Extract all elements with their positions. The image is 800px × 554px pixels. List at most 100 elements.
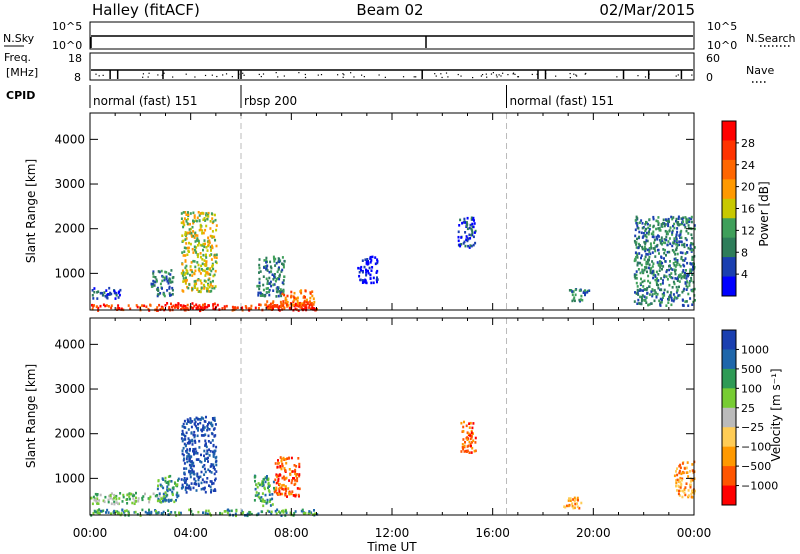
echo-cell — [685, 466, 688, 470]
echo-cell — [184, 259, 187, 262]
echo-cell — [653, 299, 656, 303]
echo-cell — [194, 240, 197, 243]
echo-cell — [204, 490, 207, 494]
nave-point — [441, 76, 443, 79]
echo-cell — [203, 259, 206, 262]
echo-cell — [211, 285, 214, 288]
echo-cell — [159, 499, 162, 503]
echo-cell — [588, 289, 591, 292]
echo-cell — [634, 274, 637, 277]
echo-cell — [652, 276, 655, 280]
echo-cell — [646, 248, 649, 252]
echo-cell — [156, 288, 159, 291]
echo-cell — [212, 307, 215, 310]
nave-point — [275, 72, 277, 74]
echo-cell — [659, 303, 662, 306]
echo-cell — [689, 483, 691, 487]
echo-cell — [468, 451, 471, 454]
echo-cell — [183, 308, 186, 311]
velocity-ytick-label: 2000 — [54, 427, 85, 441]
echo-cell — [687, 494, 690, 497]
echo-cell — [279, 288, 282, 291]
echo-cell — [272, 278, 275, 281]
echo-cell — [664, 241, 667, 245]
echo-cell — [148, 511, 150, 514]
echo-cell — [668, 283, 671, 287]
echo-cell — [370, 259, 373, 262]
echo-cell — [656, 283, 658, 287]
echo-cell — [193, 430, 196, 434]
echo-cell — [675, 470, 677, 473]
echo-cell — [197, 429, 199, 432]
echo-cell — [293, 483, 296, 486]
echo-cell — [187, 428, 190, 431]
x-axis-label: Time UT — [366, 540, 417, 554]
echo-cell — [186, 460, 189, 464]
echo-cell — [108, 286, 111, 290]
echo-cell — [169, 512, 172, 516]
echo-cell — [164, 476, 167, 480]
echo-cell — [690, 215, 693, 219]
echo-cell — [635, 241, 638, 244]
echo-cell — [658, 252, 660, 255]
echo-cell — [263, 500, 266, 503]
nave-point — [502, 72, 504, 74]
echo-cell — [689, 270, 692, 274]
echo-cell — [571, 504, 574, 508]
power-colorbar-tick-label: 12 — [741, 224, 755, 237]
echo-cell — [651, 271, 654, 275]
echo-cell — [273, 260, 276, 263]
echo-cell — [268, 290, 270, 294]
echo-cell — [643, 298, 646, 302]
echo-cell — [190, 471, 193, 474]
echo-cell — [202, 417, 205, 420]
echo-cell — [676, 252, 679, 256]
echo-cell — [253, 499, 256, 502]
echo-cell — [660, 239, 663, 242]
echo-cell — [189, 460, 192, 464]
echo-cell — [265, 287, 268, 290]
echo-cell — [645, 252, 648, 256]
echo-cell — [236, 306, 239, 309]
nave-point — [350, 72, 352, 74]
echo-cell — [469, 421, 472, 425]
echo-cell — [200, 264, 203, 268]
echo-cell — [271, 497, 274, 501]
echo-cell — [210, 212, 213, 215]
echo-cell — [641, 222, 644, 225]
echo-cell — [682, 275, 684, 278]
echo-cell — [187, 440, 190, 444]
echo-cell — [162, 275, 165, 279]
echo-cell — [681, 243, 684, 247]
echo-cell — [573, 299, 576, 303]
echo-cell — [185, 237, 188, 240]
echo-cell — [305, 304, 308, 307]
echo-cell — [295, 474, 298, 478]
echo-cell — [161, 307, 163, 310]
echo-cell — [106, 293, 109, 296]
echo-cell — [655, 270, 658, 274]
echo-cell — [144, 510, 147, 514]
echo-cell — [671, 233, 674, 236]
echo-cell — [651, 251, 654, 254]
echo-cell — [309, 303, 312, 306]
echo-cell — [642, 232, 645, 235]
echo-cell — [180, 487, 183, 490]
echo-cell — [135, 499, 138, 503]
echo-cell — [672, 224, 674, 228]
echo-cell — [361, 259, 364, 262]
echo-cell — [211, 244, 213, 248]
echo-cell — [370, 281, 373, 285]
echo-cell — [376, 261, 379, 265]
echo-cell — [687, 495, 690, 499]
echo-cell — [689, 280, 692, 283]
echo-cell — [638, 235, 641, 239]
echo-cell — [184, 282, 187, 285]
echo-cell — [272, 255, 275, 259]
echo-cell — [195, 426, 198, 430]
echo-cell — [572, 298, 575, 301]
echo-cell — [470, 444, 472, 448]
echo-cell — [117, 291, 120, 295]
echo-cell — [275, 261, 278, 265]
nave-point — [569, 72, 571, 75]
